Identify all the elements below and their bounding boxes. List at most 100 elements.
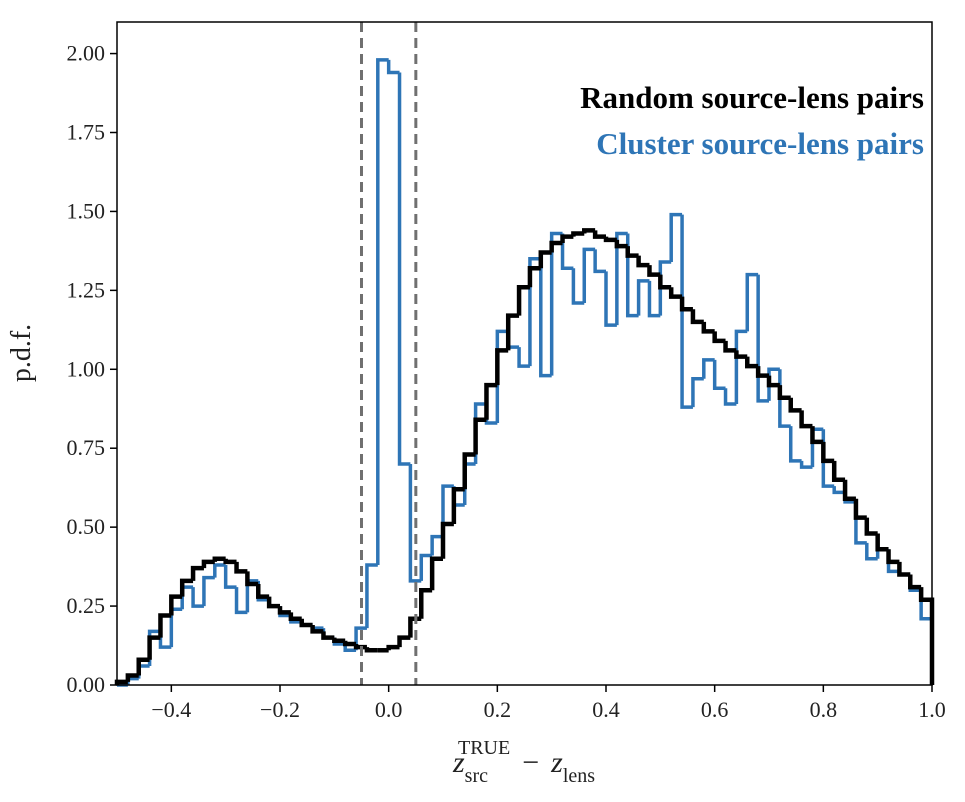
- histogram-step: [636, 255, 650, 268]
- histogram-step: [799, 460, 813, 469]
- histogram-step: [528, 257, 541, 367]
- histogram-step: [897, 561, 911, 577]
- x-tick-label: 1.0: [918, 697, 946, 722]
- histogram-step: [190, 565, 204, 581]
- y-tick-label: 0.00: [67, 672, 106, 697]
- histogram-step: [266, 596, 280, 609]
- histogram-step: [321, 631, 335, 640]
- histogram-step: [539, 258, 552, 378]
- histogram-step: [604, 271, 617, 327]
- histogram-step: [734, 350, 748, 359]
- histogram-step: [918, 587, 935, 685]
- histogram-step: [658, 260, 672, 316]
- histogram-step: [615, 231, 628, 326]
- histogram-step: [723, 388, 737, 406]
- y-tick-label: 1.25: [67, 277, 106, 302]
- histogram-step: [702, 358, 715, 379]
- histogram-step: [419, 588, 433, 619]
- histogram-step: [451, 487, 465, 524]
- histogram-step: [386, 644, 400, 651]
- histogram-step: [777, 385, 791, 400]
- histogram-step: [191, 587, 204, 608]
- histogram-step: [571, 268, 585, 305]
- y-tick-label: 0.25: [67, 593, 106, 618]
- histogram-step: [755, 366, 769, 378]
- histogram-step: [560, 234, 574, 243]
- histogram-step: [365, 563, 378, 629]
- x-tick-label: 0.8: [810, 697, 838, 722]
- histogram-step: [277, 606, 291, 615]
- histogram-step: [745, 272, 759, 332]
- histogram-step: [299, 618, 313, 628]
- histogram-step: [723, 340, 737, 353]
- histogram-step: [810, 426, 824, 445]
- histogram-step: [842, 479, 856, 501]
- histogram-step: [462, 452, 476, 490]
- histogram-step: [593, 249, 606, 274]
- plot-frame: [116, 21, 933, 686]
- histogram-step: [495, 348, 509, 386]
- y-tick-label: 0.50: [67, 514, 106, 539]
- histogram-step: [603, 236, 617, 243]
- histogram-step: [517, 347, 530, 368]
- histogram-step: [767, 367, 780, 401]
- histogram-step: [538, 250, 552, 269]
- histogram-step: [766, 375, 780, 388]
- histogram-step: [158, 613, 172, 638]
- histogram-step: [886, 549, 900, 565]
- histogram-step: [429, 556, 443, 591]
- histogram-step: [245, 571, 259, 587]
- histogram-step: [680, 214, 693, 409]
- histogram-step: [527, 266, 541, 288]
- x-label-part: −: [522, 746, 539, 779]
- histogram-step: [223, 558, 237, 565]
- histogram-step: [592, 230, 606, 239]
- histogram-step: [831, 460, 846, 483]
- histogram-step: [234, 587, 248, 615]
- histogram-step: [408, 464, 422, 583]
- histogram-step: [397, 72, 411, 466]
- histogram-step: [353, 643, 367, 650]
- histogram-step: [125, 673, 139, 682]
- x-tick-label: 0.6: [701, 697, 729, 722]
- histogram-step: [734, 329, 748, 405]
- histogram-step: [234, 561, 248, 574]
- histogram-step: [169, 594, 183, 616]
- histogram-step: [549, 240, 563, 253]
- histogram-step: [516, 284, 530, 316]
- x-tick-label: −0.4: [151, 697, 191, 722]
- histogram-step: [647, 280, 661, 318]
- histogram-step: [908, 574, 922, 590]
- histogram-step: [430, 534, 443, 556]
- x-tick-label: 0.4: [592, 697, 620, 722]
- histogram-step: [505, 313, 520, 351]
- histogram-step: [147, 635, 161, 660]
- histogram-step: [201, 559, 215, 569]
- histogram-step: [440, 521, 454, 559]
- histogram-step: [256, 583, 270, 599]
- histogram-step: [691, 377, 704, 408]
- histogram-step: [821, 441, 835, 464]
- histogram-step: [864, 517, 878, 536]
- histogram-step: [625, 233, 639, 318]
- histogram-step: [484, 382, 498, 420]
- x-tick-label: 0.0: [375, 697, 403, 722]
- histogram-step: [342, 640, 357, 647]
- histogram-step: [756, 274, 769, 403]
- histogram-step: [614, 239, 628, 249]
- histogram-step: [495, 329, 509, 423]
- legend-label: Cluster source-lens pairs: [596, 126, 924, 161]
- histogram-step: [788, 426, 802, 463]
- histogram-step: [745, 356, 759, 369]
- histogram-step: [397, 635, 411, 648]
- histogram-step: [701, 321, 715, 334]
- histogram-step: [386, 59, 400, 75]
- histogram-step: [354, 626, 367, 651]
- y-axis-label: p.d.f.: [6, 324, 37, 382]
- histogram-step: [636, 279, 650, 316]
- histogram-step: [310, 625, 324, 634]
- histogram-step: [625, 246, 639, 258]
- legend-label: Random source-lens pairs: [580, 80, 924, 115]
- histogram-step: [376, 58, 389, 566]
